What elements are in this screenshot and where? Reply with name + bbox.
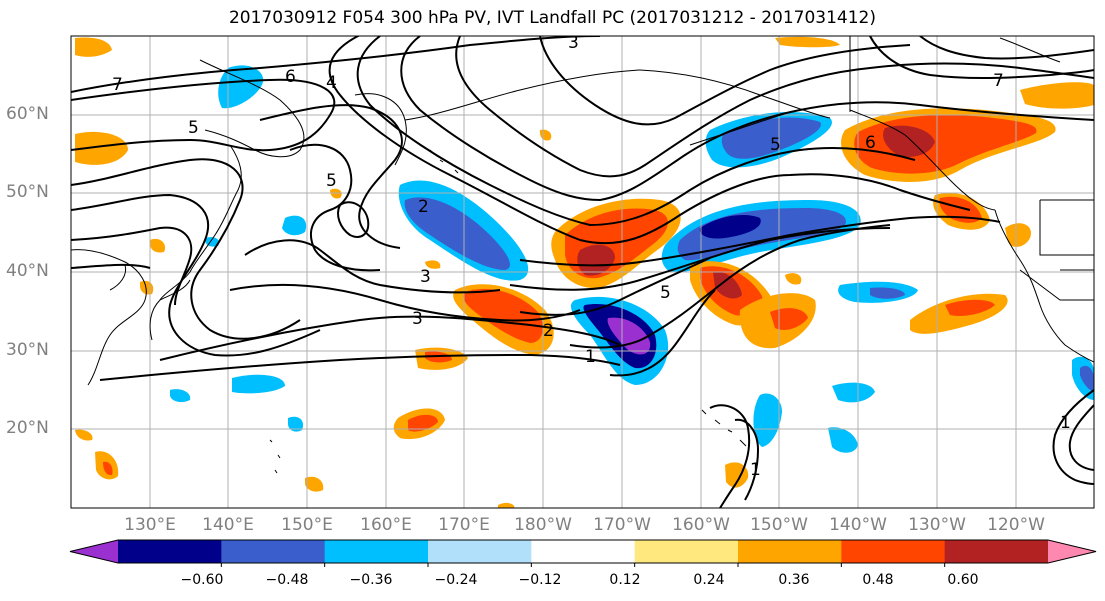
- colorbar-box: [944, 540, 1049, 563]
- colorbar-tick-label: 0.48: [862, 572, 894, 588]
- colorbar-box: [428, 540, 532, 563]
- colorbar-tick-label: 0.60: [947, 572, 979, 588]
- contour-label: 2: [418, 197, 429, 217]
- colorbar-outline: [69, 539, 1097, 564]
- positive-anomaly-shading: [75, 36, 1094, 508]
- lat-label-50n: 50°N: [6, 182, 49, 202]
- colorbar-box: [221, 540, 326, 563]
- lat-label-30n: 30°N: [6, 340, 49, 360]
- lon-label: 130°E: [124, 515, 176, 535]
- contour-label: 2: [543, 321, 554, 341]
- contour-label: 3: [568, 33, 579, 53]
- contour-label: 4: [326, 73, 337, 93]
- contour-label: 1: [585, 347, 596, 367]
- lon-label: 140°W: [829, 515, 887, 535]
- contour-label: 3: [420, 267, 431, 287]
- colorbar-box: [324, 540, 429, 563]
- pv-contours: [71, 36, 1094, 508]
- colorbar-tick-label: 0.24: [693, 572, 725, 588]
- map-gridlines: [71, 36, 1094, 508]
- colorbar-tick-label: −0.60: [180, 572, 224, 588]
- colorbar-extend-max: [1048, 540, 1096, 563]
- contour-label: 6: [865, 133, 876, 153]
- negative-anomaly-shading: [170, 65, 1094, 453]
- colorbar-tick-label: −0.24: [434, 572, 478, 588]
- map-frame: [70, 35, 1095, 509]
- colorbar-box: [118, 540, 222, 563]
- lon-label: 170°W: [593, 515, 651, 535]
- contour-label: 7: [112, 75, 123, 95]
- lon-label: 120°W: [987, 515, 1045, 535]
- lat-label-20n: 20°N: [6, 418, 49, 438]
- contour-label: 1: [1060, 413, 1071, 433]
- contour-label: 1: [750, 460, 761, 480]
- figure-title: 2017030912 F054 300 hPa PV, IVT Landfall…: [228, 8, 876, 28]
- contour-label: 5: [188, 118, 199, 138]
- colorbar-box: [841, 540, 946, 563]
- contour-label: 5: [660, 283, 671, 303]
- lat-label-40n: 40°N: [6, 261, 49, 281]
- colorbar-box: [738, 540, 842, 563]
- lon-label: 160°E: [360, 515, 412, 535]
- contour-labels: 7 6 5 4 3 3 3 2 2 1 1 5 6 5 5 7 1: [112, 33, 1071, 480]
- lon-label: 160°W: [672, 515, 730, 535]
- colorbar-tick-label: 0.12: [609, 572, 641, 588]
- colorbar-box: [634, 540, 739, 563]
- colorbar-tick-label: −0.36: [349, 572, 393, 588]
- lon-label: 140°E: [202, 515, 254, 535]
- contour-label: 7: [993, 71, 1004, 91]
- lat-label-60n: 60°N: [6, 104, 49, 124]
- colorbar-tick-label: −0.48: [265, 572, 309, 588]
- lon-label: 180°W: [514, 515, 572, 535]
- lon-label: 150°W: [750, 515, 808, 535]
- contour-label: 5: [326, 171, 337, 191]
- colorbar-extend-min: [70, 540, 118, 563]
- contour-label: 6: [285, 67, 296, 87]
- lon-label: 150°E: [281, 515, 333, 535]
- colorbar-tick-label: −0.12: [518, 572, 562, 588]
- colorbar: [69, 539, 1097, 567]
- lon-label: 130°W: [908, 515, 966, 535]
- colorbar-box: [531, 540, 636, 563]
- contour-label: 3: [412, 309, 423, 329]
- colorbar-tick-label: 0.36: [778, 572, 810, 588]
- lon-label: 170°E: [438, 515, 490, 535]
- coastlines: [71, 36, 1094, 474]
- contour-label: 5: [770, 135, 781, 155]
